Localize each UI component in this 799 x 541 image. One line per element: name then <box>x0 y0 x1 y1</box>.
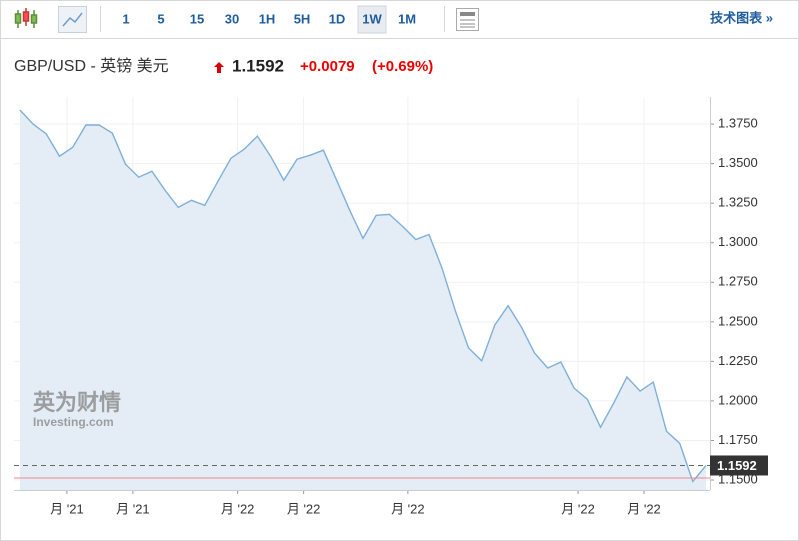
area <box>19 110 706 490</box>
y-tick-label: 1.1750 <box>718 432 758 447</box>
interval-button[interactable]: 15 <box>190 11 204 26</box>
x-tick-label: 月 '22 <box>221 501 255 516</box>
x-tick-label: 月 '22 <box>561 501 595 516</box>
x-tick-label: 月 '22 <box>627 501 661 516</box>
interval-button[interactable]: 1M <box>398 11 416 26</box>
table-icon[interactable] <box>456 8 479 31</box>
up-arrow <box>214 62 224 73</box>
interval-button[interactable]: 1D <box>329 11 346 26</box>
y-tick-label: 1.2000 <box>718 392 758 407</box>
y-tick-label: 1.2500 <box>718 313 758 328</box>
candle-icon[interactable] <box>14 8 38 28</box>
watermark-brand: 英为财情 <box>33 390 121 415</box>
y-tick-label: 1.3250 <box>718 195 758 210</box>
change: +0.0079 <box>300 58 355 75</box>
price-tag-label: 1.1592 <box>717 458 757 473</box>
interval-button[interactable]: 1W <box>362 11 382 26</box>
interval-button[interactable]: 1 <box>122 11 129 26</box>
price: 1.1592 <box>232 56 284 75</box>
x-tick-label: 月 '21 <box>116 501 150 516</box>
line-icon[interactable] <box>58 6 87 33</box>
x-tick-label: 月 '21 <box>50 501 84 516</box>
line <box>19 109 707 483</box>
y-tick-label: 1.3750 <box>718 115 758 130</box>
technical-link[interactable]: 技术图表 » <box>710 10 773 25</box>
pair-name: GBP/USD - 英镑 美元 <box>14 57 169 75</box>
y-tick-label: 1.3500 <box>718 155 758 170</box>
y-tick-label: 1.3000 <box>718 234 758 249</box>
y-tick-label: 1.2750 <box>718 274 758 289</box>
interval-button[interactable]: 5H <box>294 11 311 26</box>
plot: 1.15001.17501.20001.22501.25001.27501.30… <box>14 97 768 516</box>
x-tick-label: 月 '22 <box>287 501 321 516</box>
price-tag <box>710 455 768 476</box>
active-interval <box>357 5 387 34</box>
interval-button[interactable]: 30 <box>225 11 239 26</box>
interval-button[interactable]: 5 <box>157 11 164 26</box>
y-tick-label: 1.2250 <box>718 353 758 368</box>
change-pct: (+0.69%) <box>372 58 433 75</box>
x-tick-label: 月 '22 <box>391 501 425 516</box>
interval-button[interactable]: 1H <box>259 11 276 26</box>
watermark-site: Investing.com <box>33 415 114 429</box>
